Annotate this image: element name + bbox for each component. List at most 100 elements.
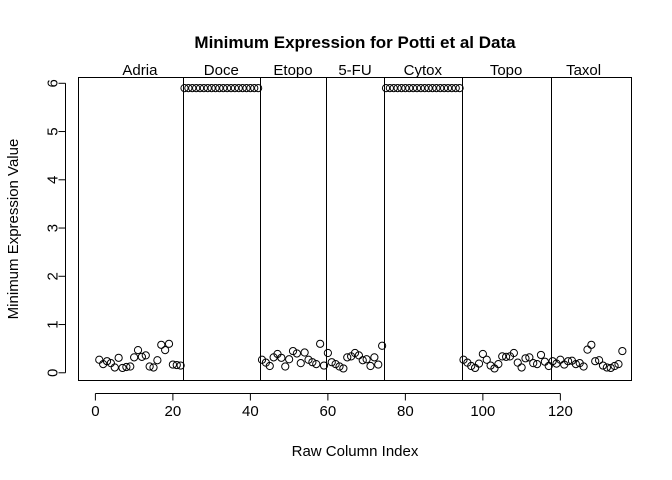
data-point — [180, 84, 189, 93]
data-point — [211, 84, 220, 93]
data-point — [389, 84, 398, 93]
data-point — [195, 84, 205, 93]
data-point — [509, 348, 518, 358]
data-point — [343, 353, 352, 362]
data-point — [618, 346, 627, 356]
data-point — [265, 361, 274, 371]
data-point — [226, 84, 236, 93]
data-point — [219, 84, 228, 93]
group-labels: Adria Doce Etopo 5-FU Cytox Topo Taxol — [122, 62, 601, 79]
x-tick-label: 40 — [242, 403, 259, 420]
data-point — [145, 362, 154, 371]
data-point — [292, 349, 301, 358]
group-label: Topo — [490, 62, 523, 79]
data-point — [385, 84, 394, 93]
data-point — [591, 357, 600, 366]
y-tick-label: 2 — [45, 272, 62, 280]
data-point — [467, 361, 476, 371]
data-point — [378, 341, 387, 350]
data-point — [502, 352, 511, 361]
data-point — [409, 84, 418, 93]
data-point — [436, 84, 445, 93]
data-point — [474, 359, 484, 368]
plot-frame — [78, 77, 632, 381]
data-point — [397, 84, 406, 93]
data-point — [192, 84, 201, 93]
data-point — [149, 363, 158, 372]
data-point — [494, 359, 503, 369]
data-point — [393, 84, 402, 93]
x-tick-label: 20 — [165, 403, 182, 420]
y-tick-label: 3 — [45, 224, 62, 232]
data-point — [478, 349, 487, 359]
x-tick-label: 100 — [470, 403, 495, 420]
data-point — [358, 356, 367, 365]
data-point — [246, 84, 255, 93]
data-point — [571, 359, 580, 369]
data-point — [164, 339, 174, 348]
data-point — [319, 361, 329, 370]
x-tick-label: 60 — [320, 403, 337, 420]
data-point — [579, 362, 588, 371]
data-point — [250, 84, 259, 93]
data-point — [277, 353, 286, 362]
data-point — [339, 364, 348, 373]
data-point — [230, 84, 239, 93]
data-point — [327, 358, 336, 367]
data-point — [587, 340, 596, 349]
data-point — [133, 346, 143, 355]
data-point — [529, 359, 538, 368]
y-tick-label: 5 — [45, 127, 62, 135]
data-point — [161, 346, 170, 355]
data-point — [118, 363, 127, 373]
data-point — [606, 363, 615, 373]
data-point — [172, 360, 181, 370]
data-point — [482, 355, 491, 364]
data-point — [316, 339, 325, 348]
data-point — [184, 84, 193, 93]
data-point — [199, 84, 208, 93]
data-point — [141, 351, 150, 360]
data-point — [176, 361, 185, 370]
y-axis: 0 1 2 3 4 5 6 — [45, 79, 66, 377]
group-dividers — [183, 77, 552, 381]
y-tick-label: 4 — [45, 176, 62, 184]
data-point — [296, 359, 305, 368]
data-point — [281, 362, 290, 371]
group-label: Etopo — [273, 62, 312, 79]
data-point — [323, 348, 332, 358]
group-label: Cytox — [404, 62, 443, 79]
data-point — [203, 84, 212, 93]
data-point — [533, 359, 542, 369]
data-point — [300, 348, 309, 357]
group-label: 5-FU — [338, 62, 371, 79]
y-tick-label: 6 — [45, 79, 62, 87]
group-label: Doce — [204, 62, 239, 79]
x-axis-label: Raw Column Index — [292, 443, 419, 460]
data-point — [362, 355, 371, 364]
data-point — [234, 84, 243, 93]
data-point — [451, 84, 460, 93]
data-point — [374, 360, 383, 369]
x-axis: 0 20 40 60 80 100 120 — [91, 393, 573, 420]
data-point — [602, 363, 611, 372]
data-point — [443, 84, 453, 93]
data-point — [536, 350, 546, 360]
data-point — [110, 363, 119, 372]
data-point — [122, 362, 131, 372]
data-point — [447, 84, 456, 93]
data-point — [370, 353, 379, 362]
data-point — [381, 84, 391, 93]
chart-title: Minimum Expression for Potti et al Data — [194, 33, 516, 52]
y-tick-label: 1 — [45, 320, 62, 328]
data-point — [223, 84, 232, 93]
data-point — [525, 353, 534, 362]
data-point — [102, 357, 112, 366]
x-tick-label: 0 — [91, 403, 99, 420]
data-point — [126, 362, 135, 371]
data-point — [564, 357, 573, 366]
data-point — [238, 84, 247, 93]
data-point — [285, 355, 294, 364]
data-point — [455, 84, 464, 93]
data-point — [595, 356, 604, 365]
